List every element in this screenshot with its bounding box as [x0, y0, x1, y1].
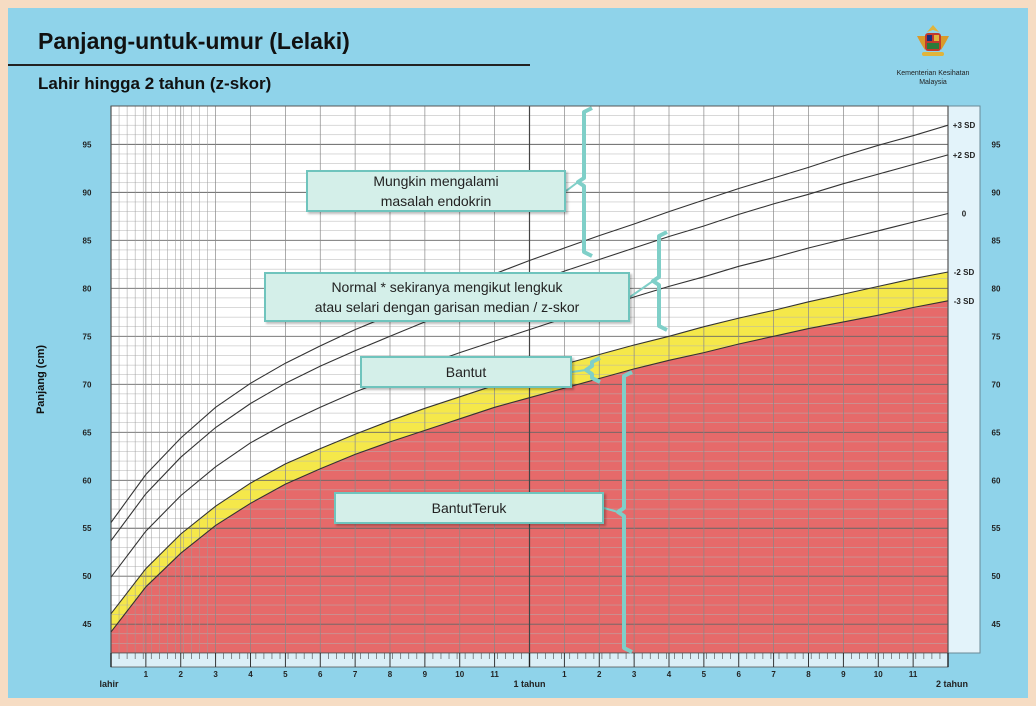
y-tick-label-left: 90 — [83, 188, 92, 197]
x-tick-label: 4 — [667, 670, 672, 679]
x-tick-label: 2 tahun — [936, 679, 968, 689]
y-tick-label-right: 75 — [992, 332, 1001, 341]
y-tick-label-right: 60 — [992, 476, 1001, 485]
x-tick-label: 2 — [597, 670, 602, 679]
y-axis-label: Panjang (cm) — [35, 345, 47, 414]
x-tick-label: 6 — [318, 670, 323, 679]
x-tick-label: 6 — [737, 670, 742, 679]
x-tick-label: 10 — [874, 670, 883, 679]
band-stunting — [111, 272, 948, 632]
y-tick-label-left: 65 — [83, 428, 92, 437]
series-line-0 — [110, 212, 949, 578]
x-tick-label: 8 — [388, 670, 393, 679]
y-tick-label-right: 50 — [992, 572, 1001, 581]
callout-stunted-label: Bantut — [445, 364, 487, 380]
logo-text-line1: Kementerian Kesihatan — [896, 70, 970, 77]
series-label: -2 SD — [954, 268, 975, 277]
y-tick-label-right: 45 — [992, 620, 1001, 629]
x-tick-label: 11 — [909, 670, 918, 679]
y-tick-label-left: 55 — [83, 524, 92, 533]
y-tick-label-left: 80 — [83, 284, 92, 293]
y-tick-label-right: 65 — [992, 428, 1001, 437]
x-tick-label: 1 tahun — [513, 679, 545, 689]
x-tick-label: lahir — [99, 679, 119, 689]
x-tick-label: 11 — [490, 670, 499, 679]
y-tick-label-left: 85 — [83, 236, 92, 245]
connector-severe — [603, 507, 619, 513]
x-tick-label: 10 — [455, 670, 464, 679]
connector-stunted — [571, 369, 587, 373]
y-tick-label-right: 55 — [992, 524, 1001, 533]
y-tick-label-left: 70 — [83, 380, 92, 389]
ministry-logo: Kementerian Kesihatan Malaysia — [863, 22, 1003, 110]
series-line--3-sd — [110, 300, 949, 633]
callout-severe-label: BantutTeruk — [431, 500, 507, 516]
chart-frame: +3 SD +2 SD 0 -2 SD -3 SD 45 45 50 50 55 55 60 60 65 6… — [8, 8, 1028, 698]
x-tick-label: 5 — [283, 670, 288, 679]
callout-normal: Normal * sekiranya mengikut lengkuk atau… — [264, 272, 630, 322]
y-tick-label-right: 95 — [992, 140, 1001, 149]
title-underline — [8, 64, 530, 66]
x-tick-label: 3 — [632, 670, 637, 679]
x-tick-label: 7 — [353, 670, 358, 679]
callout-endocrine-line1: Mungkin mengalami — [373, 173, 499, 189]
y-tick-label-left: 75 — [83, 332, 92, 341]
y-tick-label-right: 70 — [992, 380, 1001, 389]
right-label-strip — [947, 105, 981, 654]
series-label: 0 — [962, 209, 967, 218]
x-tick-label: 8 — [806, 670, 811, 679]
x-tick-label: 4 — [248, 670, 253, 679]
series-label: -3 SD — [954, 297, 975, 306]
series-label: +2 SD — [953, 151, 976, 160]
x-tick-label: 9 — [423, 670, 428, 679]
x-tick-label: 5 — [702, 670, 707, 679]
series-label: +3 SD — [953, 121, 976, 130]
callout-severe: BantutTeruk — [334, 492, 604, 524]
callout-stunted: Bantut — [360, 356, 572, 388]
x-tick-label: 1 — [562, 670, 567, 679]
callout-endocrine-line2: masalah endokrin — [380, 193, 492, 209]
logo-text-line2: Malaysia — [919, 79, 947, 86]
chart-subtitle: Lahir hingga 2 tahun (z-skor) — [38, 74, 272, 93]
connector-endocrine — [565, 181, 579, 192]
x-tick-label: 1 — [144, 670, 149, 679]
y-tick-label-right: 90 — [992, 188, 1001, 197]
y-tick-label-left: 45 — [83, 620, 92, 629]
y-tick-label-left: 50 — [83, 572, 92, 581]
x-tick-label: 9 — [841, 670, 846, 679]
x-tick-label: 3 — [213, 670, 218, 679]
coat-of-arms-icon — [917, 25, 949, 56]
callout-endocrine: Mungkin mengalami masalah endokrin — [306, 170, 566, 212]
x-tick-label: 7 — [771, 670, 776, 679]
callout-normal-line1: Normal * sekiranya mengikut lengkuk — [331, 279, 563, 295]
series-line--3-sd — [110, 124, 949, 523]
chart-title: Panjang-untuk-umur (Lelaki) — [38, 28, 350, 54]
y-tick-label-left: 60 — [83, 476, 92, 485]
y-tick-label-right: 80 — [992, 284, 1001, 293]
x-tick-label: 2 — [179, 670, 184, 679]
connector-normal — [629, 280, 654, 298]
y-tick-label-right: 85 — [992, 236, 1001, 245]
y-tick-label-left: 95 — [83, 140, 92, 149]
callout-normal-line2: atau selari dengan garisan median / z-sk… — [314, 299, 580, 315]
